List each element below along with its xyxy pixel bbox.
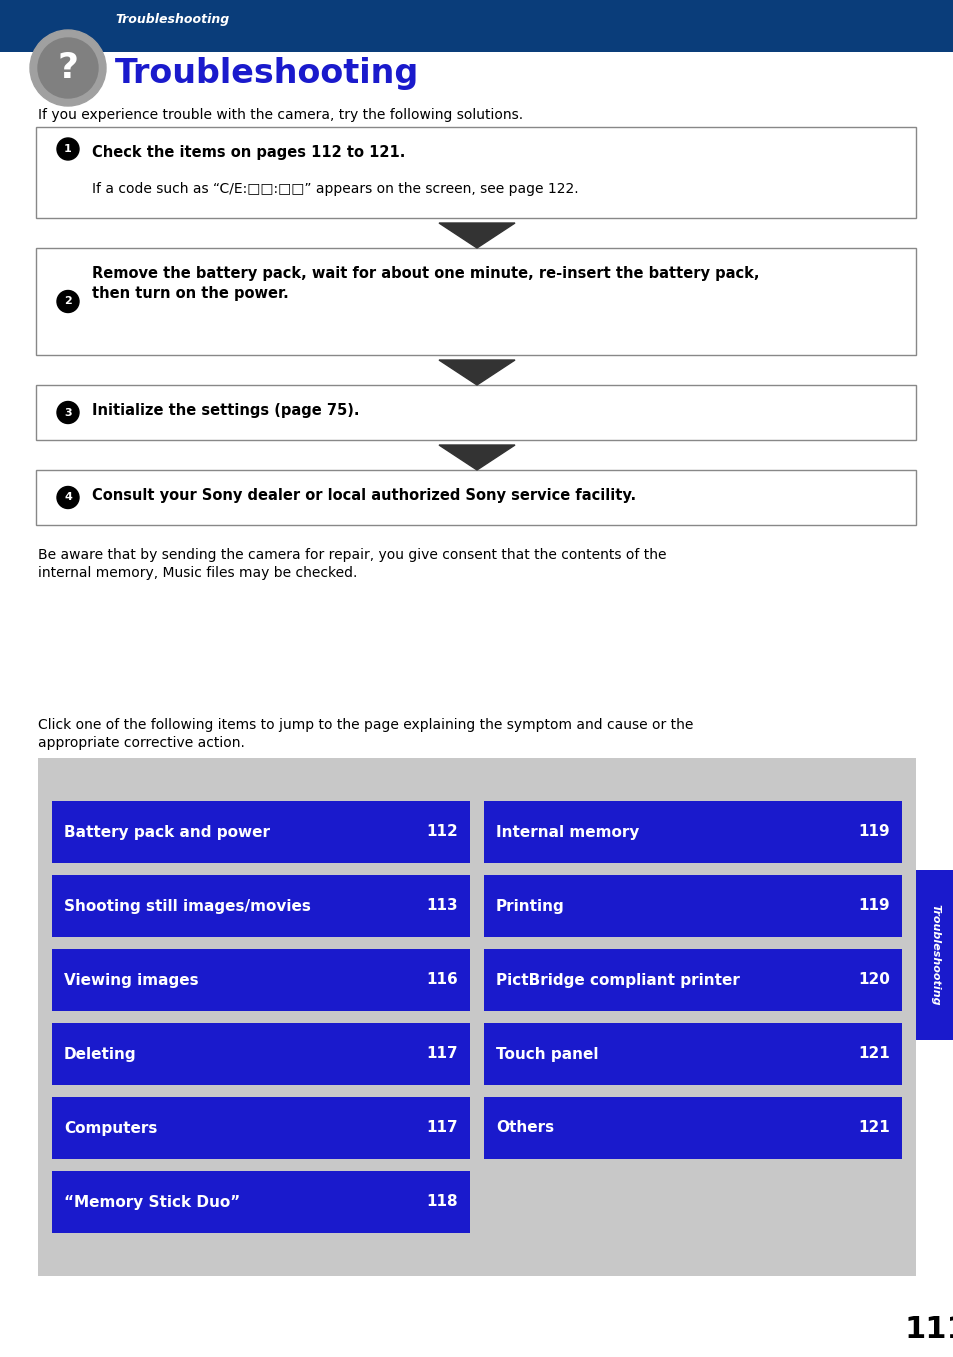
Text: If you experience trouble with the camera, try the following solutions.: If you experience trouble with the camer… [38,109,522,122]
Text: 119: 119 [858,898,889,913]
Text: 119: 119 [858,825,889,840]
Bar [38,759,915,1276]
Circle shape [30,30,106,106]
Circle shape [57,138,79,160]
Bar [52,1171,470,1234]
Text: 111: 111 [904,1315,953,1345]
Bar [915,870,953,1039]
Bar [483,949,901,1011]
Text: 118: 118 [426,1194,457,1209]
Circle shape [57,487,79,509]
Text: 117: 117 [426,1046,457,1061]
Text: internal memory, Music files may be checked.: internal memory, Music files may be chec… [38,566,357,579]
Text: 112: 112 [426,825,457,840]
Text: Troubleshooting: Troubleshooting [115,14,229,27]
Text: appropriate corrective action.: appropriate corrective action. [38,735,245,750]
Text: 121: 121 [858,1121,889,1136]
Bar [0,52,953,95]
Text: 1: 1 [64,144,71,153]
Bar [36,128,915,218]
Text: 120: 120 [858,973,889,988]
Text: Viewing images: Viewing images [64,973,198,988]
Text: Printing: Printing [496,898,564,913]
Text: Remove the battery pack, wait for about one minute, re-insert the battery pack,
: Remove the battery pack, wait for about … [91,266,759,301]
Bar [483,801,901,863]
Bar [36,470,915,525]
Circle shape [57,290,79,312]
Bar [36,248,915,356]
Text: Troubleshooting: Troubleshooting [115,57,418,90]
Text: Click one of the following items to jump to the page explaining the symptom and : Click one of the following items to jump… [38,718,693,731]
Text: Initialize the settings (page 75).: Initialize the settings (page 75). [91,403,359,418]
Text: “Memory Stick Duo”: “Memory Stick Duo” [64,1194,240,1209]
Text: Internal memory: Internal memory [496,825,639,840]
Text: Consult your Sony dealer or local authorized Sony service facility.: Consult your Sony dealer or local author… [91,489,636,503]
Circle shape [57,402,79,423]
Polygon shape [438,360,515,385]
Bar [0,0,953,52]
Text: 2: 2 [64,296,71,307]
Text: Deleting: Deleting [64,1046,136,1061]
Bar [483,1096,901,1159]
Text: Others: Others [496,1121,554,1136]
Text: ?: ? [57,52,78,85]
Text: 117: 117 [426,1121,457,1136]
Polygon shape [438,445,515,470]
Text: Check the items on pages 112 to 121.: Check the items on pages 112 to 121. [91,145,405,160]
Bar [52,1023,470,1086]
Text: Be aware that by sending the camera for repair, you give consent that the conten: Be aware that by sending the camera for … [38,548,666,562]
Text: Troubleshooting: Troubleshooting [929,904,939,1006]
Text: 121: 121 [858,1046,889,1061]
Bar [483,875,901,936]
Text: Battery pack and power: Battery pack and power [64,825,270,840]
Bar [483,1023,901,1086]
Text: 116: 116 [426,973,457,988]
Text: If a code such as “C/E:□□:□□” appears on the screen, see page 122.: If a code such as “C/E:□□:□□” appears on… [91,182,578,195]
Bar [52,949,470,1011]
Text: 3: 3 [64,407,71,418]
Text: PictBridge compliant printer: PictBridge compliant printer [496,973,740,988]
Text: 4: 4 [64,493,71,502]
Bar [52,1096,470,1159]
Bar [52,875,470,936]
Polygon shape [438,223,515,248]
Text: Shooting still images/movies: Shooting still images/movies [64,898,311,913]
Bar [36,385,915,440]
Text: Computers: Computers [64,1121,157,1136]
Bar [52,801,470,863]
Circle shape [38,38,98,98]
Text: 113: 113 [426,898,457,913]
Text: Touch panel: Touch panel [496,1046,598,1061]
